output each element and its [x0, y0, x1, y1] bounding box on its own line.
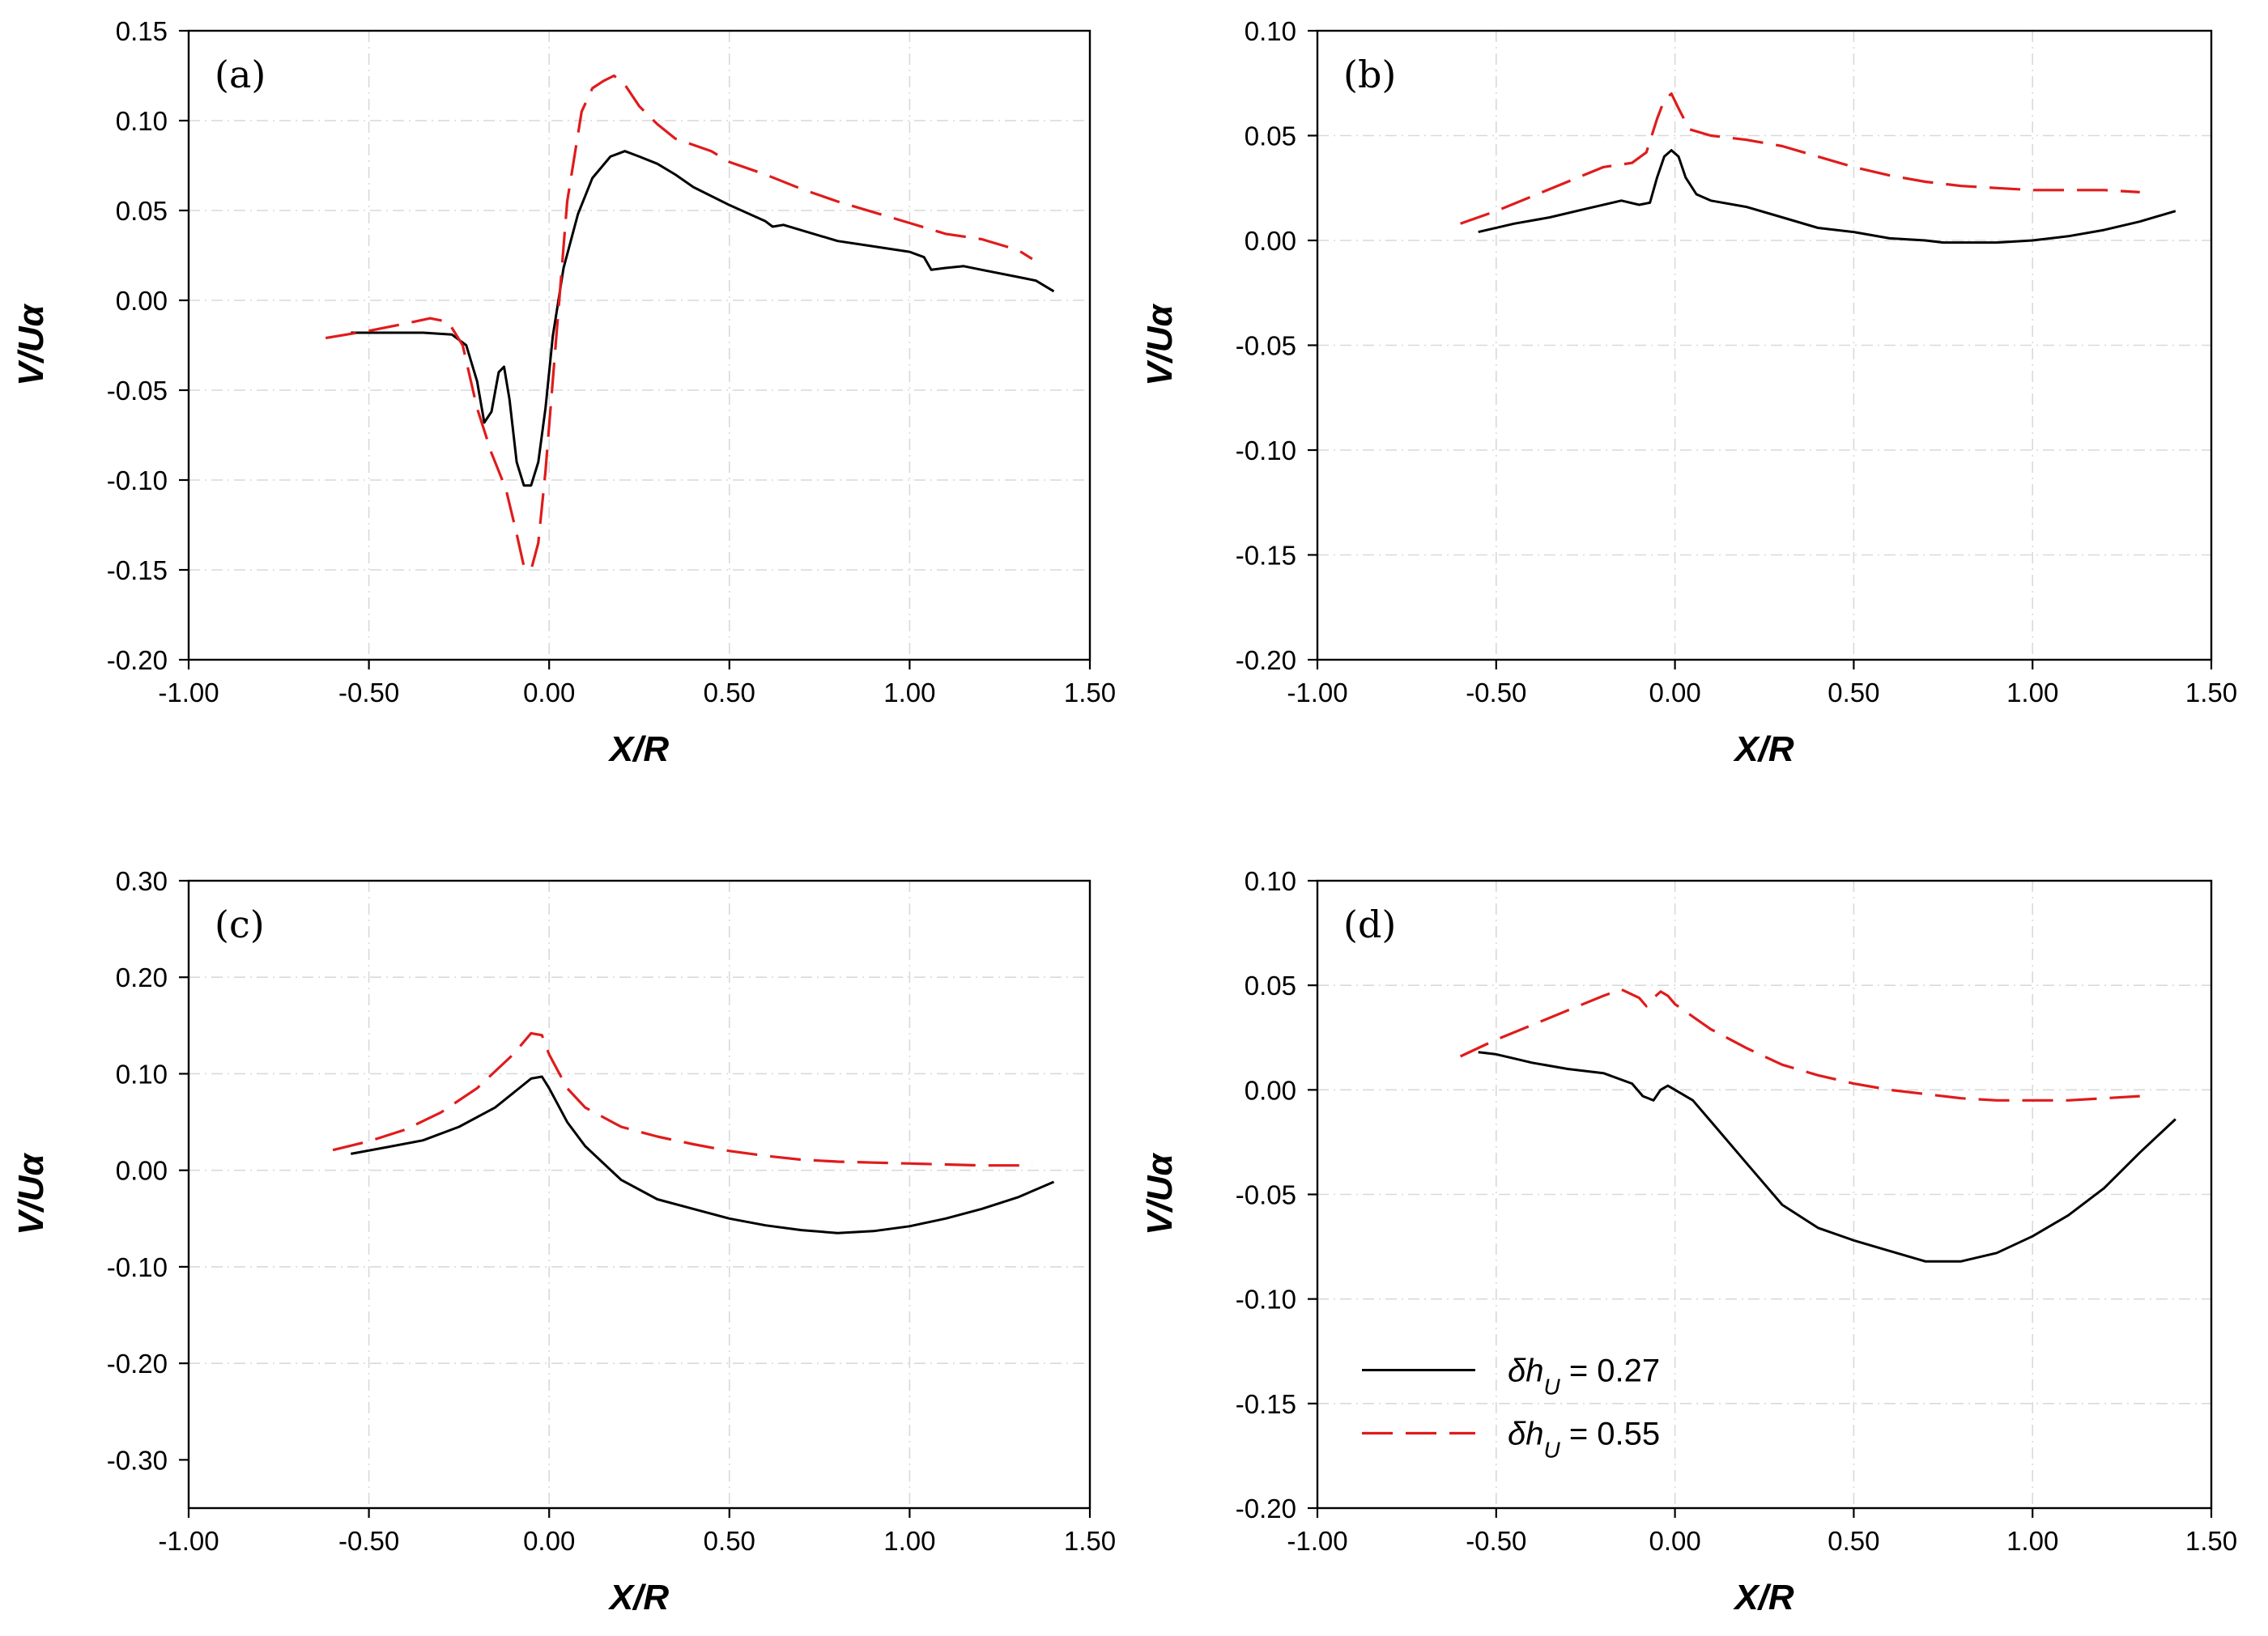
x-tick-label: 0.00 — [1649, 678, 1700, 708]
x-tick-label: -1.00 — [158, 678, 219, 708]
y-tick-label: -0.10 — [1236, 1285, 1296, 1315]
chart-panel-4: -1.00 -0.50 0.00 0.50 1.00 1.50 -0.20 -0.15 -0.1… — [1140, 866, 2237, 1617]
y-tick-label: 0.00 — [1245, 226, 1296, 256]
y-tick-label: 0.15 — [116, 16, 168, 46]
x-tick-label: 0.00 — [523, 678, 575, 708]
x-axis-label: X/R — [607, 729, 670, 769]
chart-panel-3: -1.00 -0.50 0.00 0.50 1.00 1.50 -0.30 -0.20 -0.1… — [11, 866, 1116, 1617]
y-tick-label: 0.10 — [116, 106, 168, 136]
y-tick-label: -0.05 — [1236, 1180, 1296, 1210]
x-tick-label: -0.50 — [338, 678, 399, 708]
x-tick-label: 0.50 — [1828, 1526, 1879, 1556]
y-tick-label: -0.30 — [107, 1445, 168, 1475]
chart-panel-1: -1.00 -0.50 0.00 0.50 1.00 1.50 -0.20 -0.15 -0.1… — [11, 16, 1116, 769]
x-tick-label: -0.50 — [338, 1526, 399, 1556]
y-tick-label: 0.10 — [1245, 866, 1296, 896]
x-tick-label: 1.00 — [883, 678, 935, 708]
y-tick-label: -0.05 — [107, 376, 168, 406]
y-tick-label: -0.20 — [107, 645, 168, 675]
x-tick-label: -1.00 — [1287, 678, 1347, 708]
x-tick-label: -0.50 — [1466, 678, 1526, 708]
y-tick-label: 0.00 — [116, 286, 168, 316]
plot-frame — [187, 29, 1091, 661]
plot-frame — [187, 879, 1091, 1510]
y-tick-label: -0.05 — [1236, 331, 1296, 361]
panel-label: (c) — [215, 903, 265, 946]
x-tick-label: -1.00 — [158, 1526, 219, 1556]
legend-value: = 0.27 — [1560, 1353, 1660, 1389]
x-tick-label: 0.50 — [704, 678, 755, 708]
y-tick-label: 0.10 — [116, 1059, 168, 1089]
x-axis-label: X/R — [1732, 1578, 1794, 1617]
y-axis-label: V/Uα — [1140, 303, 1180, 385]
x-tick-label: -1.00 — [1287, 1526, 1347, 1556]
y-tick-label: -0.15 — [107, 555, 168, 585]
series-line-dashed — [1459, 988, 2140, 1102]
y-tick-label: -0.20 — [107, 1349, 168, 1379]
x-axis-label: X/R — [607, 1578, 670, 1617]
panel-label: (b) — [1343, 53, 1396, 96]
series-line-solid — [351, 150, 1055, 487]
legend-symbol: δh — [1508, 1417, 1543, 1452]
panel-label: (d) — [1343, 903, 1396, 946]
y-tick-label: 0.05 — [1245, 121, 1296, 151]
y-tick-label: -0.10 — [107, 1252, 168, 1282]
x-tick-label: 1.00 — [2006, 1526, 2058, 1556]
x-tick-label: 1.00 — [883, 1526, 935, 1556]
x-tick-label: 0.50 — [704, 1526, 755, 1556]
x-tick-label: 1.50 — [2185, 1526, 2237, 1556]
legend-entry-label: δhU = 0.27 — [1508, 1353, 1660, 1400]
series-line-dashed — [1460, 92, 2140, 225]
y-axis-label: V/Uα — [1140, 1152, 1180, 1234]
y-tick-label: -0.15 — [1236, 541, 1296, 571]
series-line-solid — [1478, 149, 2177, 244]
y-axis-label: V/Uα — [11, 1152, 51, 1234]
legend-value: = 0.55 — [1560, 1417, 1660, 1452]
x-tick-label: 1.00 — [2006, 678, 2058, 708]
y-tick-label: 0.30 — [116, 866, 168, 896]
y-tick-label: -0.20 — [1236, 645, 1296, 675]
chart-panel-2: -1.00 -0.50 0.00 0.50 1.00 1.50 -0.20 -0.15 -0.1… — [1140, 16, 2237, 769]
y-tick-label: 0.05 — [1245, 971, 1296, 1001]
x-tick-label: 1.50 — [1064, 1526, 1116, 1556]
legend-subscript: U — [1543, 1437, 1560, 1462]
x-tick-label: 0.00 — [523, 1526, 575, 1556]
series-line-solid — [1478, 1051, 2177, 1263]
series-line-dashed — [325, 74, 1033, 572]
y-tick-label: -0.10 — [1236, 436, 1296, 465]
y-tick-label: -0.10 — [107, 465, 168, 495]
y-tick-label: 0.10 — [1245, 16, 1296, 46]
legend-subscript: U — [1543, 1374, 1560, 1399]
y-tick-label: 0.00 — [1245, 1075, 1296, 1105]
y-tick-label: 0.20 — [116, 962, 168, 992]
series-line-dashed — [332, 1031, 1032, 1167]
x-tick-label: 1.50 — [2185, 678, 2237, 708]
legend-entry-label: δhU = 0.55 — [1508, 1417, 1660, 1463]
y-tick-label: -0.20 — [1236, 1494, 1296, 1523]
x-tick-label: -0.50 — [1466, 1526, 1526, 1556]
y-tick-label: 0.00 — [116, 1156, 168, 1186]
y-tick-label: -0.15 — [1236, 1389, 1296, 1419]
x-axis-label: X/R — [1732, 729, 1794, 769]
x-tick-label: 1.50 — [1064, 678, 1116, 708]
x-tick-label: 0.50 — [1828, 678, 1879, 708]
x-tick-label: 0.00 — [1649, 1526, 1700, 1556]
panel-label: (a) — [215, 53, 266, 96]
legend-symbol: δh — [1508, 1353, 1543, 1389]
y-tick-label: 0.05 — [116, 196, 168, 226]
y-axis-label: V/Uα — [11, 303, 51, 385]
series-line-solid — [351, 1075, 1055, 1234]
